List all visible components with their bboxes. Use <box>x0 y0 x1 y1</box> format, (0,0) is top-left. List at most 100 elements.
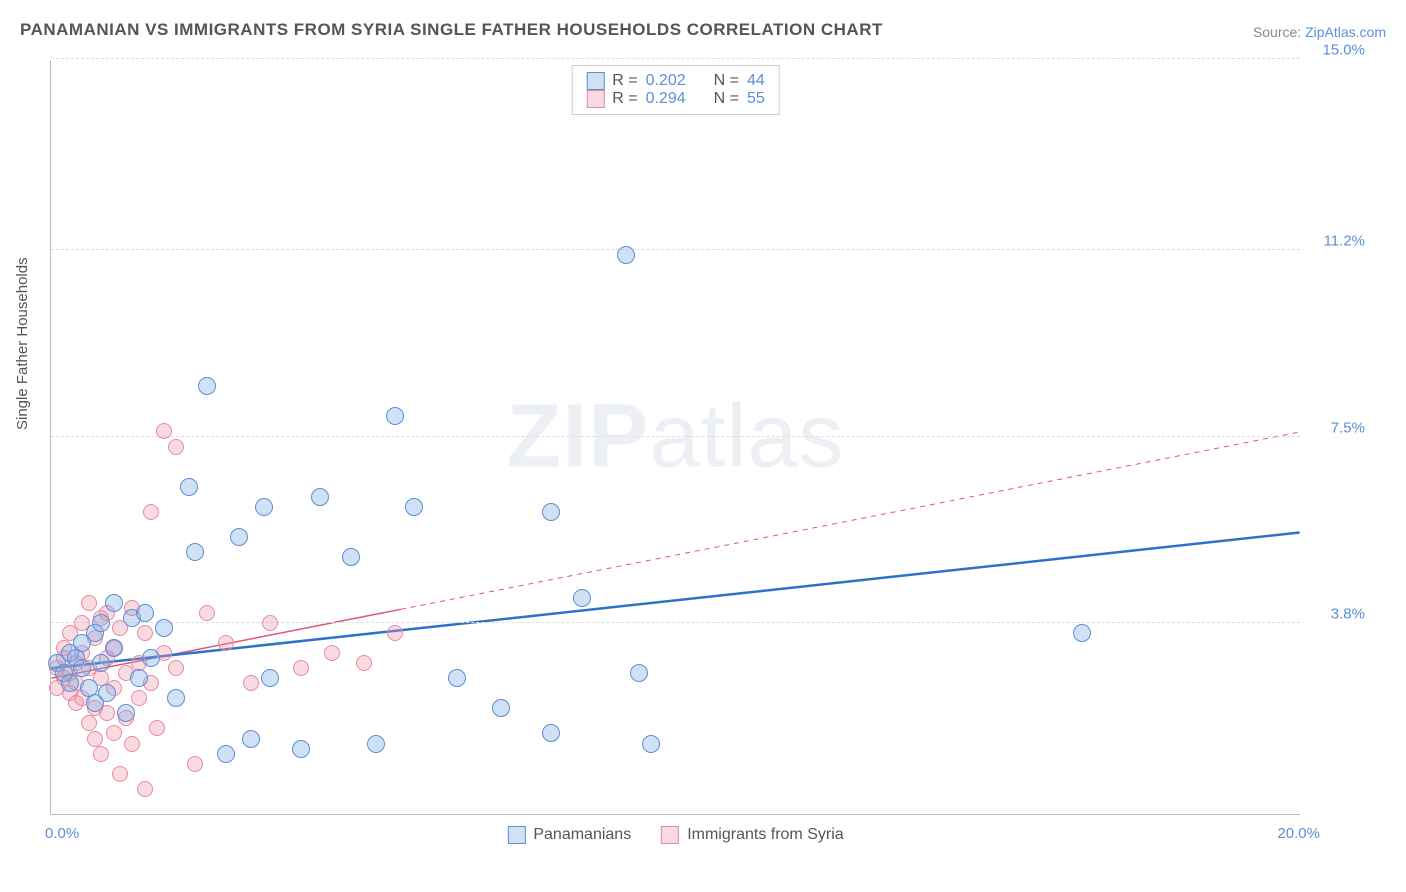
data-point-blue <box>217 745 235 763</box>
trend-lines-layer <box>51 60 1300 814</box>
data-point-pink <box>187 756 203 772</box>
data-point-blue <box>367 735 385 753</box>
watermark-light: atlas <box>649 387 844 487</box>
data-point-blue <box>405 498 423 516</box>
source-prefix: Source: <box>1253 24 1305 40</box>
n-label: N = <box>714 90 739 108</box>
legend-label: Panamanians <box>533 826 631 844</box>
legend-swatch-pink <box>586 90 604 108</box>
data-point-blue <box>117 704 135 722</box>
data-point-blue <box>311 488 329 506</box>
data-point-blue <box>630 664 648 682</box>
x-tick-left: 0.0% <box>45 825 79 842</box>
data-point-pink <box>131 690 147 706</box>
data-point-blue <box>542 724 560 742</box>
data-point-pink <box>149 720 165 736</box>
data-point-blue <box>386 407 404 425</box>
data-point-blue <box>261 669 279 687</box>
data-point-blue <box>255 498 273 516</box>
watermark-bold: ZIP <box>506 387 649 487</box>
data-point-blue <box>542 503 560 521</box>
data-point-pink <box>218 635 234 651</box>
data-point-blue <box>230 528 248 546</box>
data-point-blue <box>167 689 185 707</box>
legend-swatch-blue <box>586 72 604 90</box>
n-label: N = <box>714 72 739 90</box>
y-tick-label: 7.5% <box>1331 419 1365 436</box>
data-point-pink <box>262 615 278 631</box>
data-point-blue <box>1073 624 1091 642</box>
data-point-blue <box>155 619 173 637</box>
data-point-blue <box>142 649 160 667</box>
legend-stats: R = 0.202 N = 44 R = 0.294 N = 55 <box>571 65 780 115</box>
data-point-blue <box>292 740 310 758</box>
gridline <box>51 436 1300 437</box>
data-point-blue <box>573 589 591 607</box>
data-point-pink <box>199 605 215 621</box>
data-point-blue <box>186 543 204 561</box>
data-point-blue <box>198 377 216 395</box>
legend-stats-row: R = 0.294 N = 55 <box>586 90 765 108</box>
data-point-pink <box>112 766 128 782</box>
data-point-pink <box>124 736 140 752</box>
data-point-pink <box>143 504 159 520</box>
plot-area: ZIPatlas R = 0.202 N = 44 R = 0.294 N = … <box>50 60 1300 815</box>
data-point-blue <box>98 684 116 702</box>
data-point-pink <box>293 660 309 676</box>
data-point-pink <box>137 625 153 641</box>
legend-swatch-blue <box>507 826 525 844</box>
data-point-pink <box>81 595 97 611</box>
data-point-blue <box>92 654 110 672</box>
data-point-blue <box>448 669 466 687</box>
data-point-pink <box>168 660 184 676</box>
source-attribution: Source: ZipAtlas.com <box>1253 24 1386 40</box>
data-point-blue <box>342 548 360 566</box>
data-point-blue <box>105 639 123 657</box>
data-point-pink <box>324 645 340 661</box>
data-point-blue <box>130 669 148 687</box>
data-point-pink <box>243 675 259 691</box>
r-label: R = <box>612 90 637 108</box>
gridline <box>51 249 1300 250</box>
r-label: R = <box>612 72 637 90</box>
data-point-pink <box>168 439 184 455</box>
data-point-blue <box>642 735 660 753</box>
data-point-blue <box>492 699 510 717</box>
legend-series: Panamanians Immigrants from Syria <box>507 826 843 844</box>
source-link[interactable]: ZipAtlas.com <box>1305 24 1386 40</box>
r-value: 0.202 <box>646 72 686 90</box>
legend-item-blue: Panamanians <box>507 826 631 844</box>
data-point-pink <box>87 731 103 747</box>
data-point-blue <box>180 478 198 496</box>
legend-swatch-pink <box>661 826 679 844</box>
data-point-pink <box>156 423 172 439</box>
data-point-pink <box>137 781 153 797</box>
y-tick-label: 3.8% <box>1331 605 1365 622</box>
n-value: 44 <box>747 72 765 90</box>
gridline <box>51 58 1300 59</box>
data-point-pink <box>387 625 403 641</box>
legend-item-pink: Immigrants from Syria <box>661 826 843 844</box>
data-point-pink <box>93 746 109 762</box>
y-tick-label: 15.0% <box>1322 42 1365 59</box>
y-axis-label: Single Father Households <box>14 257 31 430</box>
x-tick-right: 20.0% <box>1277 825 1320 842</box>
r-value: 0.294 <box>646 90 686 108</box>
legend-label: Immigrants from Syria <box>687 826 843 844</box>
n-value: 55 <box>747 90 765 108</box>
data-point-blue <box>242 730 260 748</box>
data-point-blue <box>92 614 110 632</box>
chart-title: PANAMANIAN VS IMMIGRANTS FROM SYRIA SING… <box>20 20 883 40</box>
watermark: ZIPatlas <box>506 386 844 489</box>
data-point-pink <box>81 715 97 731</box>
data-point-pink <box>106 725 122 741</box>
data-point-blue <box>73 659 91 677</box>
legend-stats-row: R = 0.202 N = 44 <box>586 72 765 90</box>
data-point-blue <box>617 246 635 264</box>
data-point-blue <box>61 674 79 692</box>
gridline <box>51 622 1300 623</box>
data-point-blue <box>105 594 123 612</box>
data-point-pink <box>356 655 372 671</box>
y-tick-label: 11.2% <box>1324 233 1365 250</box>
data-point-blue <box>136 604 154 622</box>
